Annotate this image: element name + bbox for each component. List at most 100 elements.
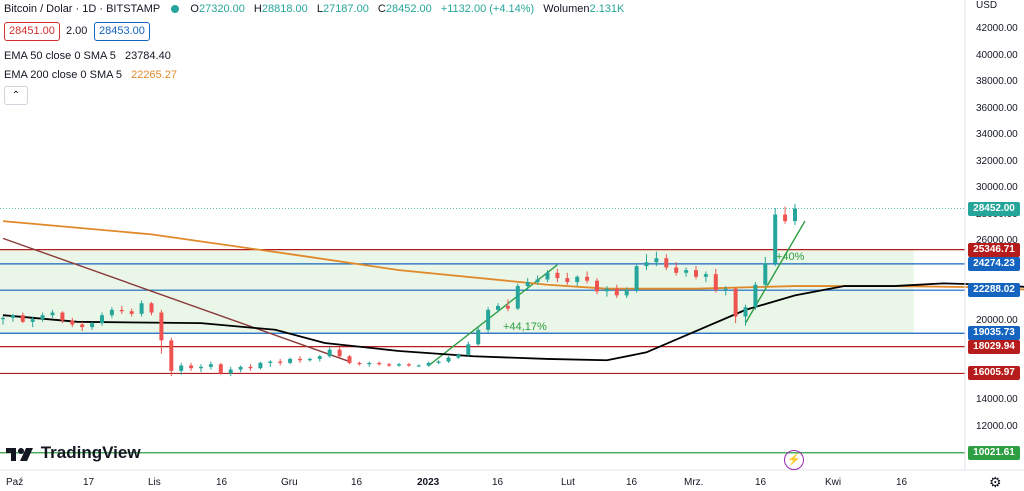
candle-body-5 bbox=[50, 312, 55, 316]
candle-body-51 bbox=[505, 305, 510, 309]
candle-body-29 bbox=[288, 358, 293, 363]
candle-body-62 bbox=[614, 288, 619, 296]
candle-body-34 bbox=[337, 349, 342, 357]
ema200-value: 22265.27 bbox=[131, 69, 177, 82]
candle-body-24 bbox=[238, 366, 243, 370]
volume-value: 2.131K bbox=[589, 3, 625, 16]
candle-body-69 bbox=[684, 270, 689, 273]
ema200-legend[interactable]: EMA 200 close 0 SMA 5 22265.27 bbox=[4, 69, 177, 81]
candle-body-32 bbox=[317, 356, 322, 359]
symbol-title[interactable]: Bitcoin / Dolar · 1D · BITSTAMP bbox=[4, 3, 161, 16]
level-tag-2: 24274.23 bbox=[968, 256, 1020, 271]
candle-body-79 bbox=[783, 214, 788, 222]
x-tick-label-2: Lis bbox=[148, 477, 161, 488]
y-tick-label-1: 40000.00 bbox=[976, 49, 1018, 61]
candle-body-75 bbox=[743, 307, 748, 317]
candle-body-80 bbox=[793, 208, 797, 222]
candle-body-25 bbox=[248, 366, 253, 369]
ema50-label: EMA 50 close 0 SMA 5 bbox=[4, 50, 116, 63]
gear-icon[interactable]: ⚙ bbox=[989, 474, 1002, 490]
tradingview-logo-icon bbox=[6, 447, 33, 461]
buy-button[interactable]: 28453.00 bbox=[94, 22, 150, 41]
y-tick-label-11: 14000.00 bbox=[976, 394, 1018, 405]
candle-body-40 bbox=[397, 364, 401, 366]
candle-body-57 bbox=[565, 278, 570, 283]
candle-body-14 bbox=[139, 303, 144, 314]
x-tick-label-9: 16 bbox=[626, 477, 638, 488]
level-tag-5: 18029.94 bbox=[968, 339, 1020, 354]
candle-body-1 bbox=[10, 315, 15, 318]
collapse-legend-button[interactable]: ⌃ bbox=[4, 86, 28, 105]
symbol-legend: Bitcoin / Dolar · 1D · BITSTAMP O27320.0… bbox=[4, 3, 624, 15]
y-tick-label-12: 12000.00 bbox=[976, 420, 1018, 432]
candle-body-35 bbox=[347, 356, 352, 363]
lightning-icon[interactable]: ⚡ bbox=[784, 450, 804, 470]
y-tick-label-5: 32000.00 bbox=[976, 155, 1018, 167]
tradingview-logo[interactable]: TradingView bbox=[6, 443, 141, 463]
candle-body-13 bbox=[129, 311, 134, 314]
candle-body-65 bbox=[644, 262, 649, 267]
x-tick-label-8: Lut bbox=[561, 477, 575, 488]
candle-body-63 bbox=[624, 290, 629, 296]
candle-body-50 bbox=[496, 305, 500, 310]
spread-value: 2.00 bbox=[66, 25, 88, 37]
ema50-legend[interactable]: EMA 50 close 0 SMA 5 23784.40 bbox=[4, 50, 171, 62]
candle-body-74 bbox=[733, 288, 738, 317]
x-tick-label-1: 17 bbox=[83, 477, 95, 488]
market-status-icon bbox=[171, 5, 180, 14]
candle-body-8 bbox=[80, 324, 85, 328]
x-tick-label-0: Paź bbox=[6, 477, 24, 488]
candle-body-54 bbox=[535, 279, 540, 283]
logo-text: TradingView bbox=[40, 443, 141, 462]
candle-body-30 bbox=[298, 358, 302, 361]
candle-body-10 bbox=[100, 315, 104, 324]
sell-button[interactable]: 28451.00 bbox=[4, 22, 60, 41]
y-tick-label-0: 42000.00 bbox=[976, 23, 1018, 34]
candle-body-44 bbox=[436, 361, 441, 363]
candle-body-20 bbox=[199, 366, 203, 369]
candle-body-78 bbox=[773, 214, 778, 264]
gain-annotation-1: +44,17% bbox=[503, 321, 547, 333]
candle-body-38 bbox=[377, 362, 382, 365]
candle-body-66 bbox=[654, 258, 659, 263]
level-tag-7: 10021.61 bbox=[968, 445, 1020, 460]
candle-body-56 bbox=[555, 272, 560, 279]
level-tag-0: 28452.00 bbox=[968, 201, 1020, 216]
open-value: 27320.00 bbox=[198, 3, 245, 16]
candle-body-16 bbox=[159, 312, 164, 341]
candle-body-46 bbox=[456, 354, 461, 358]
candle-body-26 bbox=[258, 362, 263, 369]
x-tick-label-3: 16 bbox=[216, 477, 228, 488]
candle-body-17 bbox=[169, 340, 174, 371]
y-tick-label-6: 30000.00 bbox=[976, 182, 1018, 193]
candle-body-60 bbox=[595, 280, 599, 292]
x-tick-label-7: 16 bbox=[492, 477, 504, 488]
candle-body-70 bbox=[694, 270, 698, 277]
candle-body-3 bbox=[30, 319, 35, 322]
x-tick-label-6: 2023 bbox=[417, 477, 440, 488]
level-tag-4: 19035.73 bbox=[968, 326, 1020, 341]
candle-body-7 bbox=[70, 320, 75, 325]
candle-body-27 bbox=[268, 361, 273, 363]
y-tick-label-4: 34000.00 bbox=[976, 129, 1018, 140]
candle-body-52 bbox=[515, 286, 520, 309]
y-tick-label-10: 20000.00 bbox=[976, 314, 1018, 326]
candle-body-6 bbox=[60, 312, 65, 321]
level-tag-1: 25346.71 bbox=[968, 242, 1020, 257]
close-value: 28452.00 bbox=[385, 3, 432, 16]
x-tick-label-4: Gru bbox=[281, 477, 298, 488]
currency-label[interactable]: USD bbox=[976, 0, 998, 11]
candle-body-49 bbox=[486, 309, 491, 330]
volume-label: Wolumen bbox=[543, 3, 590, 16]
trend-line-0 bbox=[2, 237, 350, 363]
candle-body-76 bbox=[753, 284, 758, 308]
level-tag-6: 16005.97 bbox=[968, 366, 1020, 381]
candle-body-36 bbox=[357, 362, 362, 365]
candle-body-4 bbox=[40, 315, 45, 320]
high-value: 28818.00 bbox=[261, 3, 308, 16]
candle-body-68 bbox=[674, 267, 679, 273]
candle-body-18 bbox=[179, 365, 184, 371]
candle-body-9 bbox=[90, 323, 95, 328]
candle-body-31 bbox=[307, 358, 312, 361]
